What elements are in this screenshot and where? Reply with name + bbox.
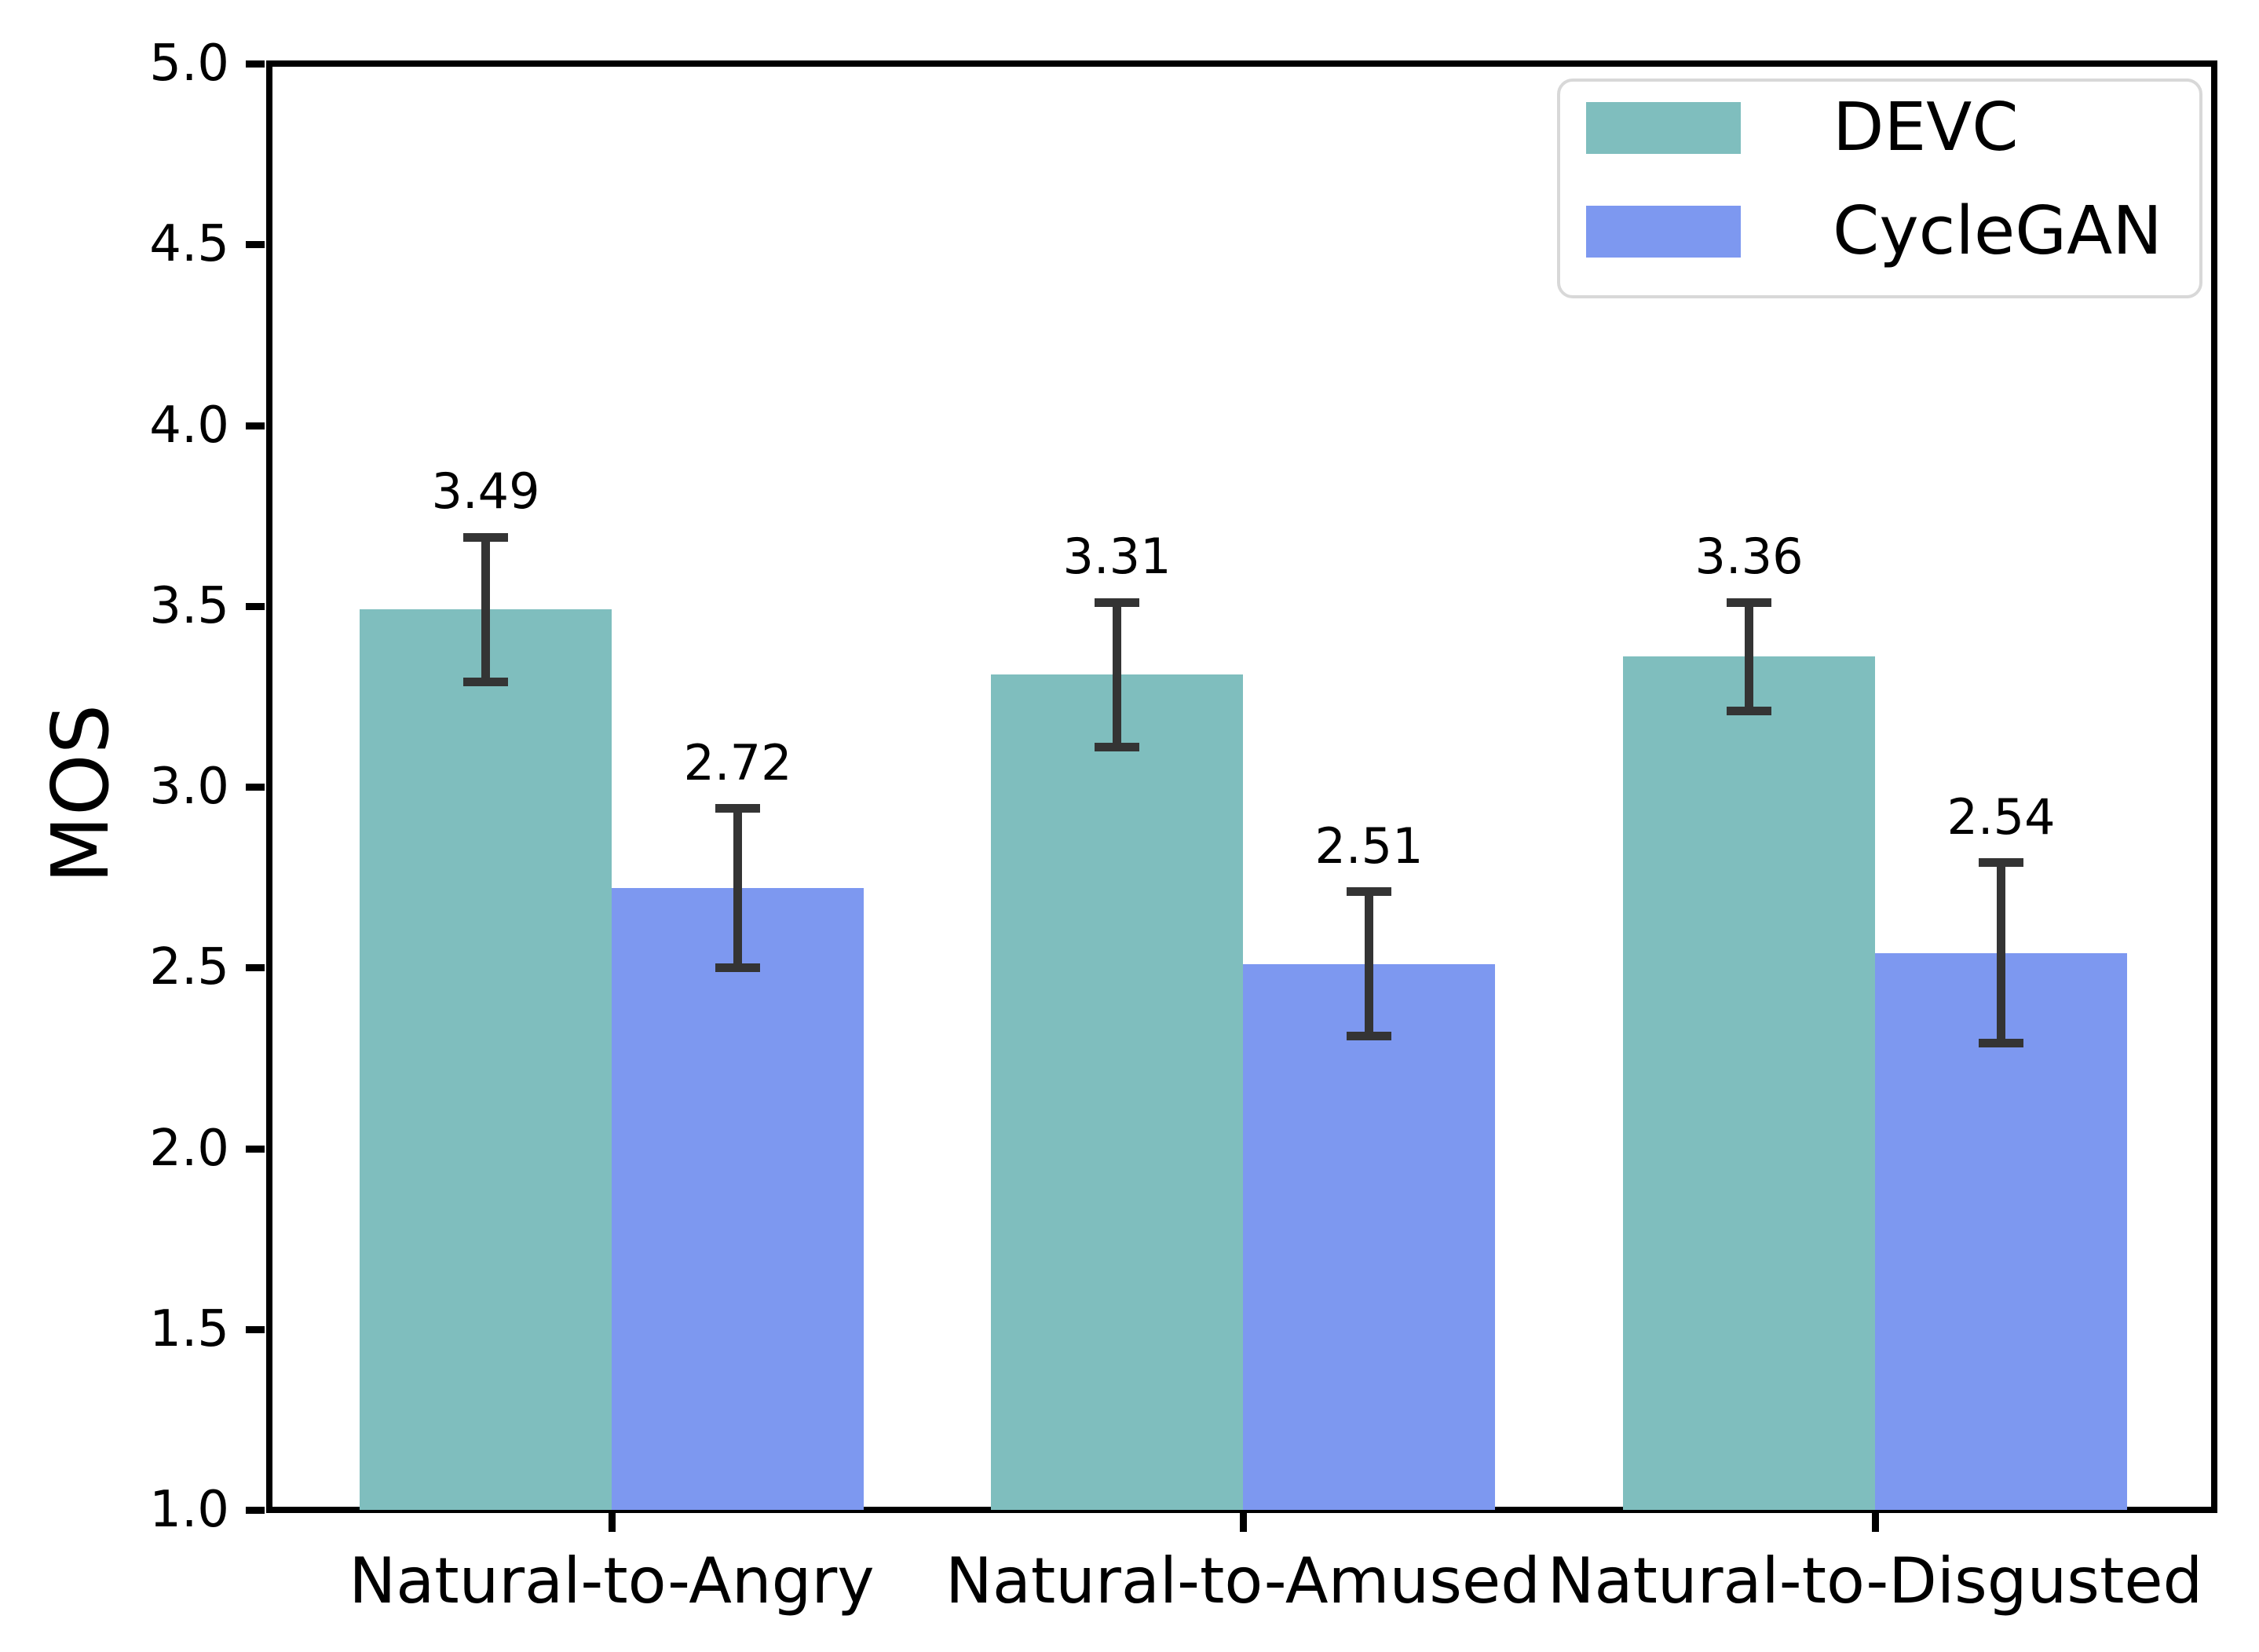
y-tick-label: 2.5 — [149, 938, 229, 997]
y-tick-mark — [246, 422, 265, 429]
bar-value-label: 2.51 — [1314, 817, 1424, 875]
y-tick-mark — [246, 964, 265, 972]
error-bar-cap-bottom — [715, 963, 760, 972]
error-bar-line — [1113, 602, 1121, 747]
error-bar-cap-bottom — [1727, 706, 1771, 715]
bar-cyclegan-0 — [612, 887, 864, 1510]
x-tick-mark — [1872, 1513, 1879, 1532]
legend-swatch-cyclegan-icon — [1586, 206, 1741, 258]
bar-value-label: 2.54 — [1946, 788, 2056, 846]
x-tick-mark — [1240, 1513, 1247, 1532]
error-bar-cap-bottom — [1347, 1032, 1391, 1041]
error-bar-cap-top — [463, 532, 508, 542]
error-bar-cap-top — [1727, 598, 1771, 607]
y-tick-label: 1.0 — [149, 1481, 229, 1539]
error-bar-line — [481, 537, 490, 682]
bar-devc-2 — [1623, 656, 1875, 1510]
legend-label-devc: DEVC — [1833, 89, 2019, 166]
legend-item-devc: DEVC — [1586, 93, 2199, 163]
error-bar-cap-bottom — [1979, 1039, 2023, 1048]
bar-devc-0 — [360, 609, 612, 1510]
x-tick-label: Natural-to-Disgusted — [1547, 1544, 2203, 1617]
y-tick-label: 1.5 — [149, 1299, 229, 1358]
error-bar-cap-top — [1347, 887, 1391, 897]
error-bar-line — [1745, 602, 1753, 711]
y-tick-mark — [246, 784, 265, 791]
bar-value-label: 3.31 — [1062, 528, 1172, 586]
error-bar-line — [733, 808, 742, 968]
y-tick-label: 3.0 — [149, 758, 229, 816]
plot-axes-frame — [266, 60, 2217, 1513]
bar-value-label: 2.72 — [683, 733, 792, 791]
error-bar-cap-bottom — [1095, 742, 1139, 751]
y-tick-mark — [246, 1325, 265, 1333]
y-tick-mark — [246, 1145, 265, 1153]
legend: DEVC CycleGAN — [1557, 79, 2202, 298]
y-tick-label: 5.0 — [149, 35, 229, 93]
x-tick-mark — [609, 1513, 616, 1532]
bar-devc-1 — [991, 674, 1243, 1510]
y-tick-mark — [246, 1507, 265, 1514]
y-tick-label: 4.0 — [149, 396, 229, 455]
y-tick-label: 2.0 — [149, 1119, 229, 1178]
bar-value-label: 3.36 — [1694, 528, 1804, 586]
x-tick-label: Natural-to-Amused — [945, 1544, 1541, 1617]
legend-label-cyclegan: CycleGAN — [1833, 192, 2162, 270]
y-tick-mark — [246, 602, 265, 610]
y-tick-label: 4.5 — [149, 215, 229, 274]
legend-item-cyclegan: CycleGAN — [1586, 196, 2199, 267]
error-bar-line — [1997, 862, 2005, 1043]
error-bar-cap-top — [1979, 858, 2023, 868]
error-bar-line — [1365, 891, 1373, 1036]
bar-value-label: 3.49 — [431, 462, 540, 521]
y-tick-mark — [246, 60, 265, 68]
x-tick-label: Natural-to-Angry — [349, 1544, 875, 1617]
error-bar-cap-top — [1095, 598, 1139, 607]
error-bar-cap-top — [715, 804, 760, 813]
legend-swatch-devc-icon — [1586, 102, 1741, 154]
bar-cyclegan-1 — [1243, 963, 1495, 1510]
error-bar-cap-bottom — [463, 677, 508, 686]
y-tick-label: 3.5 — [149, 576, 229, 635]
y-tick-mark — [246, 241, 265, 249]
